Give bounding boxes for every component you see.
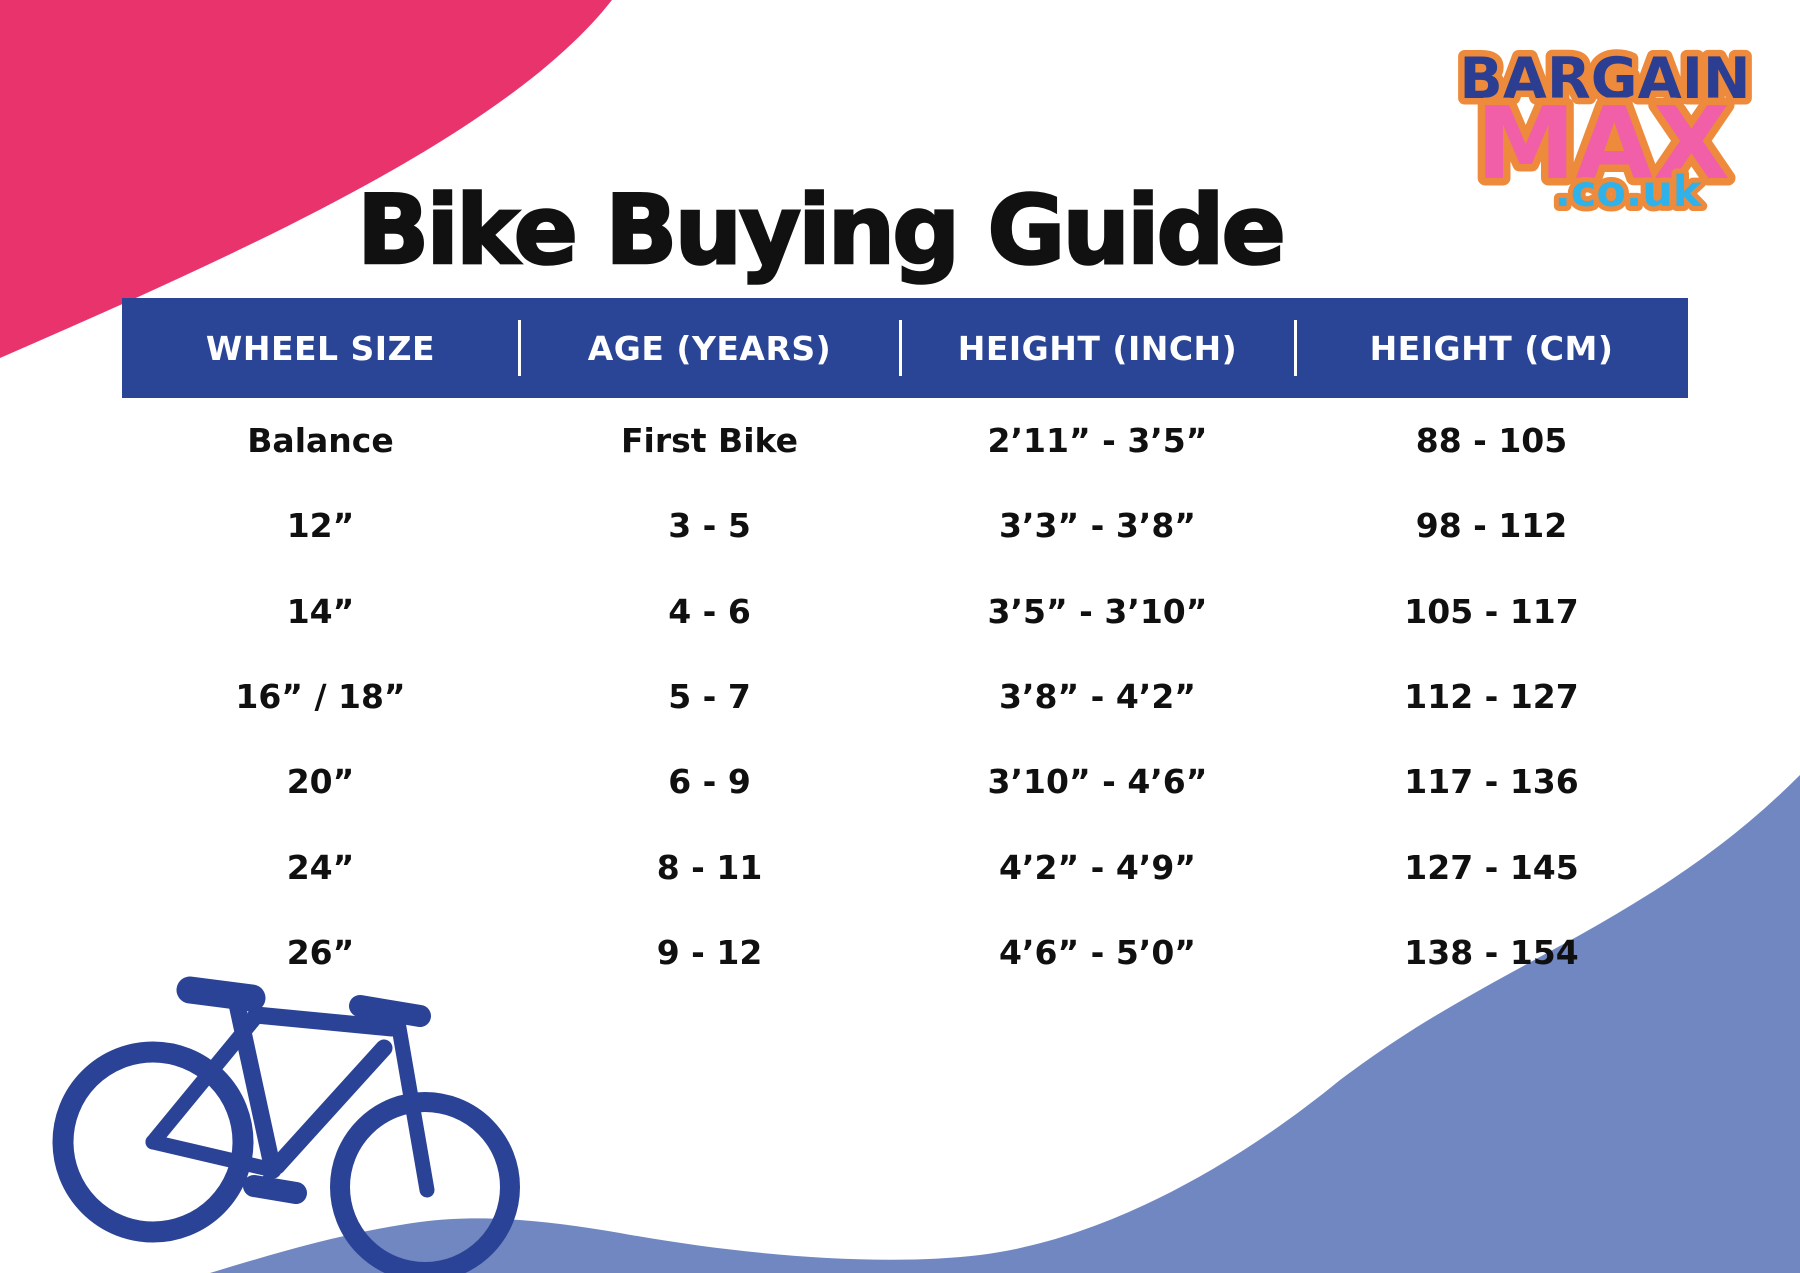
- cell-height-inch: 3’5” - 3’10”: [987, 591, 1208, 631]
- cell-wheel-size: 14”: [286, 591, 355, 631]
- cell-height-inch: 2’11” - 3’5”: [987, 421, 1208, 461]
- cell-wheel-size: 12”: [286, 506, 355, 546]
- cell-height-inch: 3’8” - 4’2”: [999, 676, 1196, 716]
- cell-wheel-size: 26”: [286, 932, 355, 972]
- header-divider: [1294, 320, 1297, 376]
- header-divider: [899, 320, 902, 376]
- bike-size-table: WHEEL SIZE AGE (YEARS) HEIGHT (INCH) HEI…: [122, 298, 1688, 995]
- column-header-wheel-size: WHEEL SIZE: [122, 298, 519, 398]
- column-header-height-inch: HEIGHT (INCH): [900, 298, 1295, 398]
- logo-max-text: MAX: [1476, 85, 1730, 202]
- cell-height-cm: 98 - 112: [1415, 506, 1568, 546]
- cell-age: 4 - 6: [668, 591, 751, 631]
- purple-wave-shape: [210, 775, 1800, 1273]
- cell-wheel-size: Balance: [247, 421, 394, 461]
- cell-age: 9 - 12: [656, 932, 763, 972]
- cell-age: 5 - 7: [668, 676, 751, 716]
- cell-height-cm: 117 - 136: [1404, 762, 1579, 802]
- column-divider: [1294, 398, 1297, 995]
- column-header-age: AGE (YEARS): [519, 298, 900, 398]
- cell-height-inch: 4’2” - 4’9”: [999, 847, 1196, 887]
- cell-height-inch: 3’10” - 4’6”: [987, 762, 1208, 802]
- cell-age: First Bike: [621, 421, 798, 461]
- pink-swoosh-shape: [0, 0, 612, 358]
- cell-height-inch: 4’6” - 5’0”: [999, 932, 1196, 972]
- cell-height-cm: 112 - 127: [1404, 676, 1579, 716]
- logo-bargain-text: BARGAIN: [1459, 46, 1750, 112]
- cell-height-cm: 138 - 154: [1404, 932, 1579, 972]
- bargainmax-logo: BARGAIN MAX .co.uk: [1453, 40, 1757, 221]
- column-header-height-cm: HEIGHT (CM): [1295, 298, 1688, 398]
- cell-age: 6 - 9: [668, 762, 751, 802]
- cell-height-inch: 3’3” - 3’8”: [999, 506, 1196, 546]
- cell-age: 3 - 5: [668, 506, 751, 546]
- cell-wheel-size: 24”: [286, 847, 355, 887]
- cell-height-cm: 105 - 117: [1404, 591, 1579, 631]
- header-divider: [518, 320, 521, 376]
- cell-wheel-size: 20”: [286, 762, 355, 802]
- page-title: Bike Buying Guide: [356, 174, 1287, 287]
- cell-age: 8 - 11: [656, 847, 763, 887]
- cell-wheel-size: 16” / 18”: [235, 676, 406, 716]
- logo-couk-text: .co.uk: [1555, 167, 1703, 217]
- cell-height-cm: 88 - 105: [1415, 421, 1568, 461]
- cell-height-cm: 127 - 145: [1404, 847, 1579, 887]
